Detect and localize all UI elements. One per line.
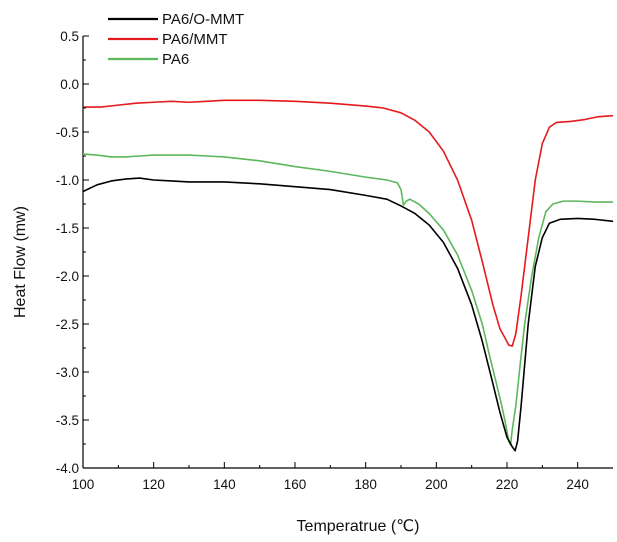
y-tick-label: -2.5 xyxy=(56,317,79,332)
series-line-1 xyxy=(83,99,614,347)
x-tick-label: 180 xyxy=(354,477,377,492)
y-tick-label: -2.0 xyxy=(56,269,79,284)
series-line-2 xyxy=(82,153,613,446)
y-tick-label: -1.0 xyxy=(56,173,79,188)
y-tick-label: 0.0 xyxy=(60,77,79,92)
series-line-0 xyxy=(82,177,614,452)
y-tick-label: -3.0 xyxy=(56,365,79,380)
x-tick-label: 240 xyxy=(566,477,589,492)
legend-label-2: PA6 xyxy=(162,51,189,68)
legend: PA6/O-MMT PA6/MMT PA6 xyxy=(108,11,244,68)
x-tick-label: 220 xyxy=(496,477,519,492)
y-axis-title: Heat Flow (mw) xyxy=(12,206,29,318)
y-axis: 0.5 0.0 -0.5 -1.0 -1.5 -2.0 -2.5 -3.0 -3.5 -4.0 xyxy=(56,29,89,476)
x-tick-label: 140 xyxy=(213,477,236,492)
legend-label-1: PA6/MMT xyxy=(162,31,228,48)
y-tick-label: -3.5 xyxy=(56,413,79,428)
x-tick-label: 160 xyxy=(284,477,307,492)
y-tick-label: 0.5 xyxy=(60,29,79,44)
x-axis-title: Temperatrue (℃) xyxy=(297,518,420,535)
x-tick-label: 100 xyxy=(72,477,95,492)
y-tick-label: -0.5 xyxy=(56,125,79,140)
y-tick-label: -1.5 xyxy=(56,221,79,236)
x-tick-label: 120 xyxy=(142,477,165,492)
y-tick-label: -4.0 xyxy=(56,461,79,476)
x-axis: 100 120 140 160 180 200 220 240 xyxy=(72,462,589,492)
x-tick-label: 200 xyxy=(425,477,448,492)
series-layer xyxy=(82,99,614,452)
plot-frame xyxy=(82,36,613,469)
legend-label-0: PA6/O-MMT xyxy=(162,11,244,28)
